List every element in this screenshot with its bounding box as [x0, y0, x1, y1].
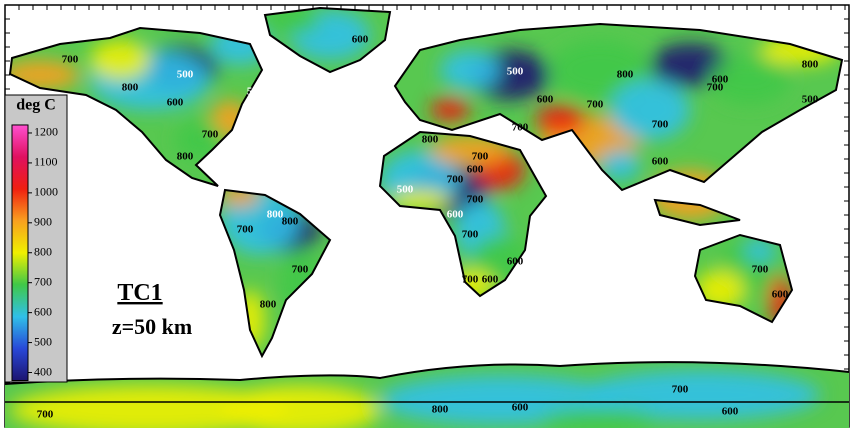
contour-label: 600 [467, 164, 484, 176]
field-blob [745, 238, 775, 262]
contour-label: 800 [432, 404, 449, 416]
field-blob [650, 43, 730, 87]
contour-label: 600 [512, 402, 529, 414]
contour-label: 800 [282, 216, 299, 228]
colorbar-tick-label: 500 [34, 334, 52, 348]
contour-label: 600 [482, 274, 499, 286]
contour-label: 700 [462, 229, 479, 241]
field-blob [430, 98, 470, 122]
contour-label: 500 [177, 69, 194, 81]
field-blob [390, 190, 450, 210]
field-blob [600, 150, 640, 180]
colorbar-tick-label: 1000 [34, 185, 58, 199]
field-blob [90, 40, 150, 80]
field-blob [580, 370, 820, 420]
contour-label: 600 [712, 74, 729, 86]
contour-label: 500 [507, 66, 524, 78]
contour-label: 500 [397, 184, 414, 196]
contour-label: 800 [802, 59, 819, 71]
field-blob [535, 105, 585, 135]
field-blob [610, 80, 690, 140]
contour-label: 700 [462, 274, 479, 286]
colorbar-label: deg C [16, 97, 56, 114]
colorbar-tick-label: 600 [34, 304, 52, 318]
colorbar-ramp [11, 124, 29, 382]
contour-label: 700 [467, 194, 484, 206]
colorbar-tick-label: 1200 [34, 125, 58, 139]
contour-label: 800 [422, 134, 439, 146]
contour-label: 700 [587, 99, 604, 111]
contour-label: 700 [37, 409, 54, 421]
field-blob [440, 50, 500, 90]
contour-label: 600 [652, 156, 669, 168]
colorbar: 400 500 600 700 800 900 1000 1100 1200 [11, 124, 58, 382]
coastlines [4, 6, 850, 403]
colorbar-tick-label: 900 [34, 215, 52, 229]
contour-label: 600 [772, 289, 789, 301]
contour-label: 700 [512, 122, 529, 134]
contour-label: 600 [352, 34, 369, 46]
field-blob [540, 408, 660, 428]
field-blob [550, 40, 650, 100]
contour-label: 500 [802, 94, 819, 106]
contour-label: 700 [672, 384, 689, 396]
contour-label: 700 [292, 264, 309, 276]
map-subtitle: z=50 km [112, 314, 192, 339]
contour-label: 600 [447, 209, 464, 221]
colorbar-tick-label: 800 [34, 244, 52, 258]
contour-labels: 7005005006008007008006005006007006007008… [37, 34, 819, 421]
contour-label: 800 [260, 299, 277, 311]
field-blob [10, 385, 290, 428]
map-title: TC1 [117, 280, 162, 306]
contour-label: 600 [167, 97, 184, 109]
contour-label: 700 [472, 151, 489, 163]
contour-label: 500 [247, 86, 264, 98]
field-blob [220, 385, 380, 428]
contour-label: 800 [617, 69, 634, 81]
contour-label: 800 [122, 82, 139, 94]
contour-label: 700 [62, 54, 79, 66]
contour-label: 700 [752, 264, 769, 276]
contour-label: 600 [537, 94, 554, 106]
field-blob [710, 55, 790, 105]
contour-label: 600 [722, 406, 739, 418]
colorbar-tick-label: 400 [34, 364, 52, 378]
contour-label: 700 [652, 119, 669, 131]
contour-label: 600 [507, 256, 524, 268]
colorbar-tick-label: 700 [34, 274, 52, 288]
contour-label: 700 [202, 129, 219, 141]
contour-label: 700 [707, 82, 724, 94]
colorbar-tick-label: 1100 [34, 155, 58, 169]
contour-label: 800 [267, 209, 284, 221]
contour-label: 700 [447, 174, 464, 186]
contour-label: 700 [237, 224, 254, 236]
contour-label: 800 [177, 151, 194, 163]
